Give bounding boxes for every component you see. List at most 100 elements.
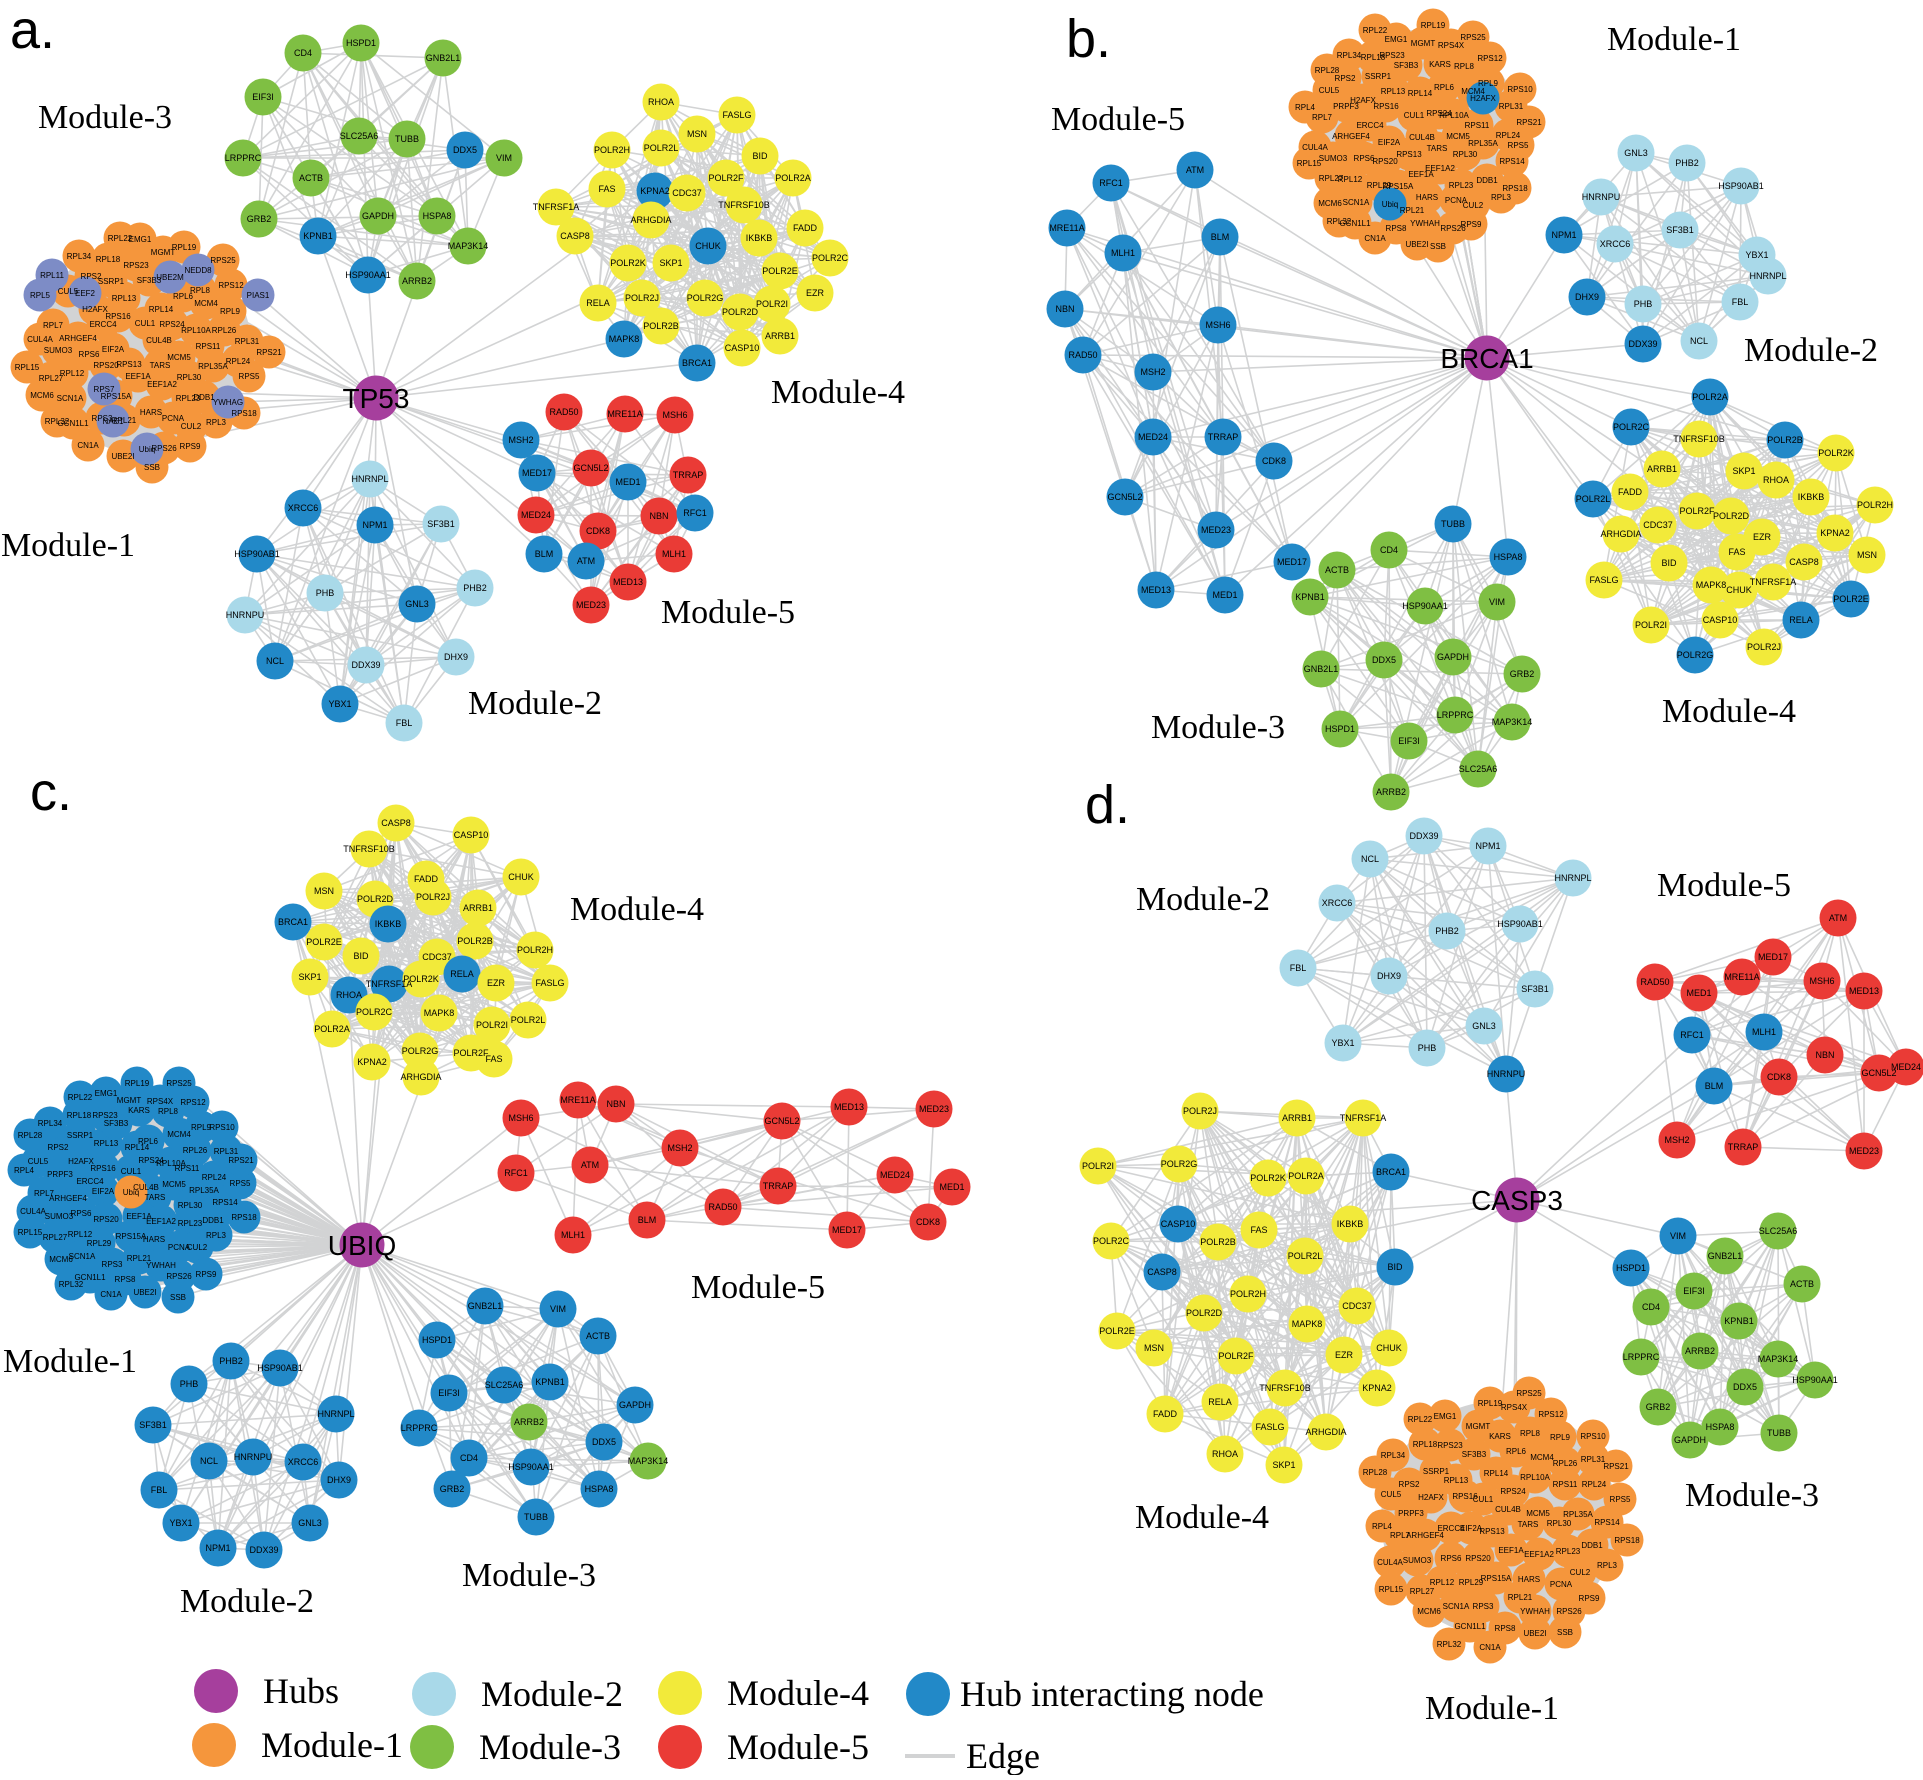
svg-text:POLR2C: POLR2C xyxy=(356,1007,393,1017)
svg-text:RPS3: RPS3 xyxy=(1473,1602,1494,1611)
svg-text:PHB: PHB xyxy=(180,1379,199,1389)
svg-text:CHUK: CHUK xyxy=(695,241,721,251)
svg-text:ACTB: ACTB xyxy=(1790,1279,1814,1289)
svg-text:FADD: FADD xyxy=(414,874,439,884)
svg-text:ATM: ATM xyxy=(577,556,595,566)
svg-text:EIF3I: EIF3I xyxy=(438,1388,460,1398)
svg-text:MRE11A: MRE11A xyxy=(560,1095,595,1105)
svg-text:HNRNPL: HNRNPL xyxy=(351,474,388,484)
svg-text:ACTB: ACTB xyxy=(299,173,323,183)
svg-text:RPS25: RPS25 xyxy=(1516,1389,1542,1398)
svg-text:RPS25: RPS25 xyxy=(210,256,236,265)
svg-text:TRRAP: TRRAP xyxy=(673,470,704,480)
svg-text:RPL7: RPL7 xyxy=(1312,113,1333,122)
svg-text:MSN: MSN xyxy=(1144,1343,1164,1353)
svg-text:HSPA8: HSPA8 xyxy=(1494,552,1523,562)
svg-text:RPS9: RPS9 xyxy=(196,1270,217,1279)
svg-text:HSP90AB1: HSP90AB1 xyxy=(234,549,280,559)
svg-text:POLR2C: POLR2C xyxy=(812,253,849,263)
svg-text:EEF1A2: EEF1A2 xyxy=(147,380,177,389)
svg-text:RPL6: RPL6 xyxy=(1506,1447,1527,1456)
svg-text:RHOA: RHOA xyxy=(1212,1449,1238,1459)
svg-text:ARHGEF4: ARHGEF4 xyxy=(1332,132,1370,141)
svg-text:RPS20: RPS20 xyxy=(1465,1554,1491,1563)
svg-text:RPL24: RPL24 xyxy=(1496,131,1521,140)
svg-text:RPL4: RPL4 xyxy=(14,1166,35,1175)
svg-text:RPL30: RPL30 xyxy=(1547,1519,1572,1528)
svg-text:HNRNPU: HNRNPU xyxy=(234,1452,273,1462)
svg-text:RPL34: RPL34 xyxy=(67,252,92,261)
svg-text:CUL1: CUL1 xyxy=(121,1167,142,1176)
svg-text:ARRB1: ARRB1 xyxy=(1282,1113,1312,1123)
svg-text:HSPA8: HSPA8 xyxy=(585,1484,614,1494)
svg-text:RPS8: RPS8 xyxy=(1386,224,1407,233)
svg-text:MAPK8: MAPK8 xyxy=(1292,1319,1323,1329)
svg-text:HNRNPU: HNRNPU xyxy=(1582,192,1621,202)
svg-text:RPL18: RPL18 xyxy=(1413,1440,1438,1449)
svg-text:Module-3: Module-3 xyxy=(479,1727,621,1767)
svg-text:ARRB1: ARRB1 xyxy=(1647,464,1677,474)
svg-text:HNRNPL: HNRNPL xyxy=(1554,873,1591,883)
svg-text:KPNB1: KPNB1 xyxy=(535,1377,565,1387)
svg-text:MAP3K14: MAP3K14 xyxy=(1492,717,1533,727)
svg-text:POLR2A: POLR2A xyxy=(1288,1171,1324,1181)
svg-text:CUL4A: CUL4A xyxy=(1302,143,1328,152)
svg-text:RHOA: RHOA xyxy=(648,97,674,107)
svg-text:RPL12: RPL12 xyxy=(68,1230,93,1239)
svg-text:RPL28: RPL28 xyxy=(1315,66,1340,75)
svg-text:RPS2: RPS2 xyxy=(48,1143,69,1152)
svg-text:ARRB2: ARRB2 xyxy=(514,1417,544,1427)
svg-text:HNRNPL: HNRNPL xyxy=(317,1409,354,1419)
svg-text:CD4: CD4 xyxy=(460,1453,478,1463)
svg-text:CUL5: CUL5 xyxy=(1319,86,1340,95)
svg-text:POLR2B: POLR2B xyxy=(457,936,493,946)
svg-text:SCN1A: SCN1A xyxy=(1443,1602,1470,1611)
svg-text:RFC1: RFC1 xyxy=(1099,178,1123,188)
svg-text:HSP90AB1: HSP90AB1 xyxy=(1497,919,1543,929)
svg-text:HSP90AA1: HSP90AA1 xyxy=(345,270,391,280)
svg-text:RPL14: RPL14 xyxy=(1408,89,1433,98)
svg-text:POLR2A: POLR2A xyxy=(314,1024,350,1034)
svg-text:RFC1: RFC1 xyxy=(683,508,707,518)
svg-text:MRE11A: MRE11A xyxy=(1049,223,1084,233)
svg-text:ARRB1: ARRB1 xyxy=(765,331,795,341)
svg-text:DDX5: DDX5 xyxy=(592,1437,616,1447)
svg-text:MED1: MED1 xyxy=(1686,988,1711,998)
svg-text:ARRB2: ARRB2 xyxy=(1685,1346,1715,1356)
svg-text:MAP3K14: MAP3K14 xyxy=(448,241,489,251)
svg-text:RPL23: RPL23 xyxy=(1449,181,1474,190)
svg-text:HARS: HARS xyxy=(1518,1575,1540,1584)
svg-text:POLR2B: POLR2B xyxy=(1200,1237,1236,1247)
svg-text:EIF2A: EIF2A xyxy=(102,345,125,354)
svg-text:VIM: VIM xyxy=(1489,597,1505,607)
svg-text:YWHAH: YWHAH xyxy=(1520,1607,1550,1616)
svg-text:RPL8: RPL8 xyxy=(158,1107,179,1116)
svg-text:TNFRSF10B: TNFRSF10B xyxy=(1673,434,1725,444)
svg-text:RELA: RELA xyxy=(1208,1397,1232,1407)
svg-text:Module-3: Module-3 xyxy=(1151,709,1285,746)
svg-text:Module-3: Module-3 xyxy=(38,99,172,136)
svg-text:RPL10A: RPL10A xyxy=(1520,1473,1550,1482)
svg-text:POLR2E: POLR2E xyxy=(1099,1326,1135,1336)
svg-text:RPS14: RPS14 xyxy=(212,1198,238,1207)
svg-text:DDB1: DDB1 xyxy=(202,1216,224,1225)
svg-text:ARHGEF4: ARHGEF4 xyxy=(49,1194,87,1203)
svg-text:CD4: CD4 xyxy=(1380,545,1398,555)
svg-text:EEF1A2: EEF1A2 xyxy=(1425,164,1455,173)
svg-text:RPS8: RPS8 xyxy=(115,1275,136,1284)
svg-text:RPS11: RPS11 xyxy=(1465,121,1490,130)
svg-text:RPL31: RPL31 xyxy=(214,1147,239,1156)
svg-text:RPS4X: RPS4X xyxy=(1438,41,1465,50)
svg-text:RPL18: RPL18 xyxy=(1361,53,1386,62)
svg-text:SSRP1: SSRP1 xyxy=(1365,72,1392,81)
svg-text:MLH1: MLH1 xyxy=(662,549,686,559)
svg-text:RPL27: RPL27 xyxy=(1319,174,1344,183)
svg-text:VIM: VIM xyxy=(550,1304,566,1314)
svg-text:EIF2A: EIF2A xyxy=(1378,138,1401,147)
svg-text:RPS25: RPS25 xyxy=(1460,33,1486,42)
svg-text:RPL6: RPL6 xyxy=(138,1137,159,1146)
svg-text:CUL2: CUL2 xyxy=(1570,1568,1591,1577)
svg-text:RPL15: RPL15 xyxy=(18,1228,43,1237)
svg-text:SCN1A: SCN1A xyxy=(57,394,84,403)
svg-text:GAPDH: GAPDH xyxy=(1437,652,1469,662)
